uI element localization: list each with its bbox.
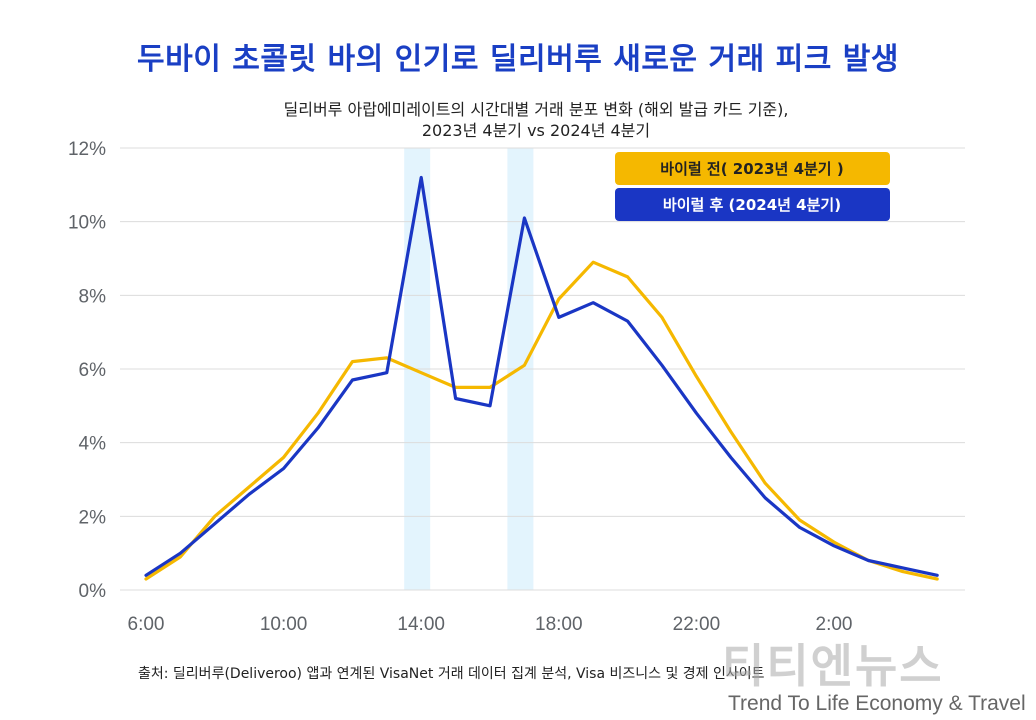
grid-lines — [120, 147, 965, 591]
chart-subtitle: 딜리버루 아랍에미레이트의 시간대별 거래 분포 변화 (해외 발급 카드 기준… — [0, 99, 1036, 141]
y-tick-label: 2% — [79, 507, 107, 528]
watermark-logo: 티티엔뉴스 — [722, 639, 944, 693]
y-tick-label: 12% — [68, 139, 106, 160]
subtitle-line-2: 2023년 4분기 vs 2024년 4분기 — [421, 121, 651, 140]
x-tick-label: 14:00 — [397, 614, 445, 635]
x-tick-label: 6:00 — [128, 614, 165, 635]
source-note: 출처: 딜리버루(Deliveroo) 앱과 연계된 VisaNet 거래 데이… — [138, 666, 765, 682]
series-line-0 — [144, 260, 939, 581]
x-axis-ticks: 6:00 10:00 14:00 18:00 22:00 2:00 — [128, 614, 853, 635]
y-tick-label: 4% — [79, 434, 107, 455]
series-line-1 — [144, 175, 939, 577]
series-lines — [144, 175, 939, 581]
x-tick-label: 10:00 — [260, 614, 308, 635]
legend-label-1: 바이럴 후 (2024년 4분기) — [663, 196, 841, 214]
legend-swatch-0 — [615, 152, 890, 185]
y-tick-label: 6% — [79, 360, 107, 381]
y-tick-label: 0% — [79, 581, 107, 602]
y-tick-label: 8% — [79, 286, 107, 307]
legend: 바이럴 전( 2023년 4분기 ) 바이럴 후 (2024년 4분기) — [615, 152, 890, 221]
legend-label-0: 바이럴 전( 2023년 4분기 ) — [660, 160, 843, 178]
chart-title: 두바이 초콜릿 바의 인기로 딜리버루 새로운 거래 피크 발생 — [137, 42, 899, 77]
legend-swatch-1 — [615, 188, 890, 221]
watermark-tagline: Trend To Life Economy & Travel — [728, 692, 1026, 715]
x-tick-label: 22:00 — [673, 614, 721, 635]
x-tick-label: 18:00 — [535, 614, 583, 635]
y-axis-ticks: 0% 2% 4% 6% 8% 10% 12% — [68, 139, 106, 602]
x-tick-label: 2:00 — [816, 614, 853, 635]
subtitle-line-1: 딜리버루 아랍에미레이트의 시간대별 거래 분포 변화 (해외 발급 카드 기준… — [283, 100, 789, 119]
y-tick-label: 10% — [68, 213, 106, 234]
